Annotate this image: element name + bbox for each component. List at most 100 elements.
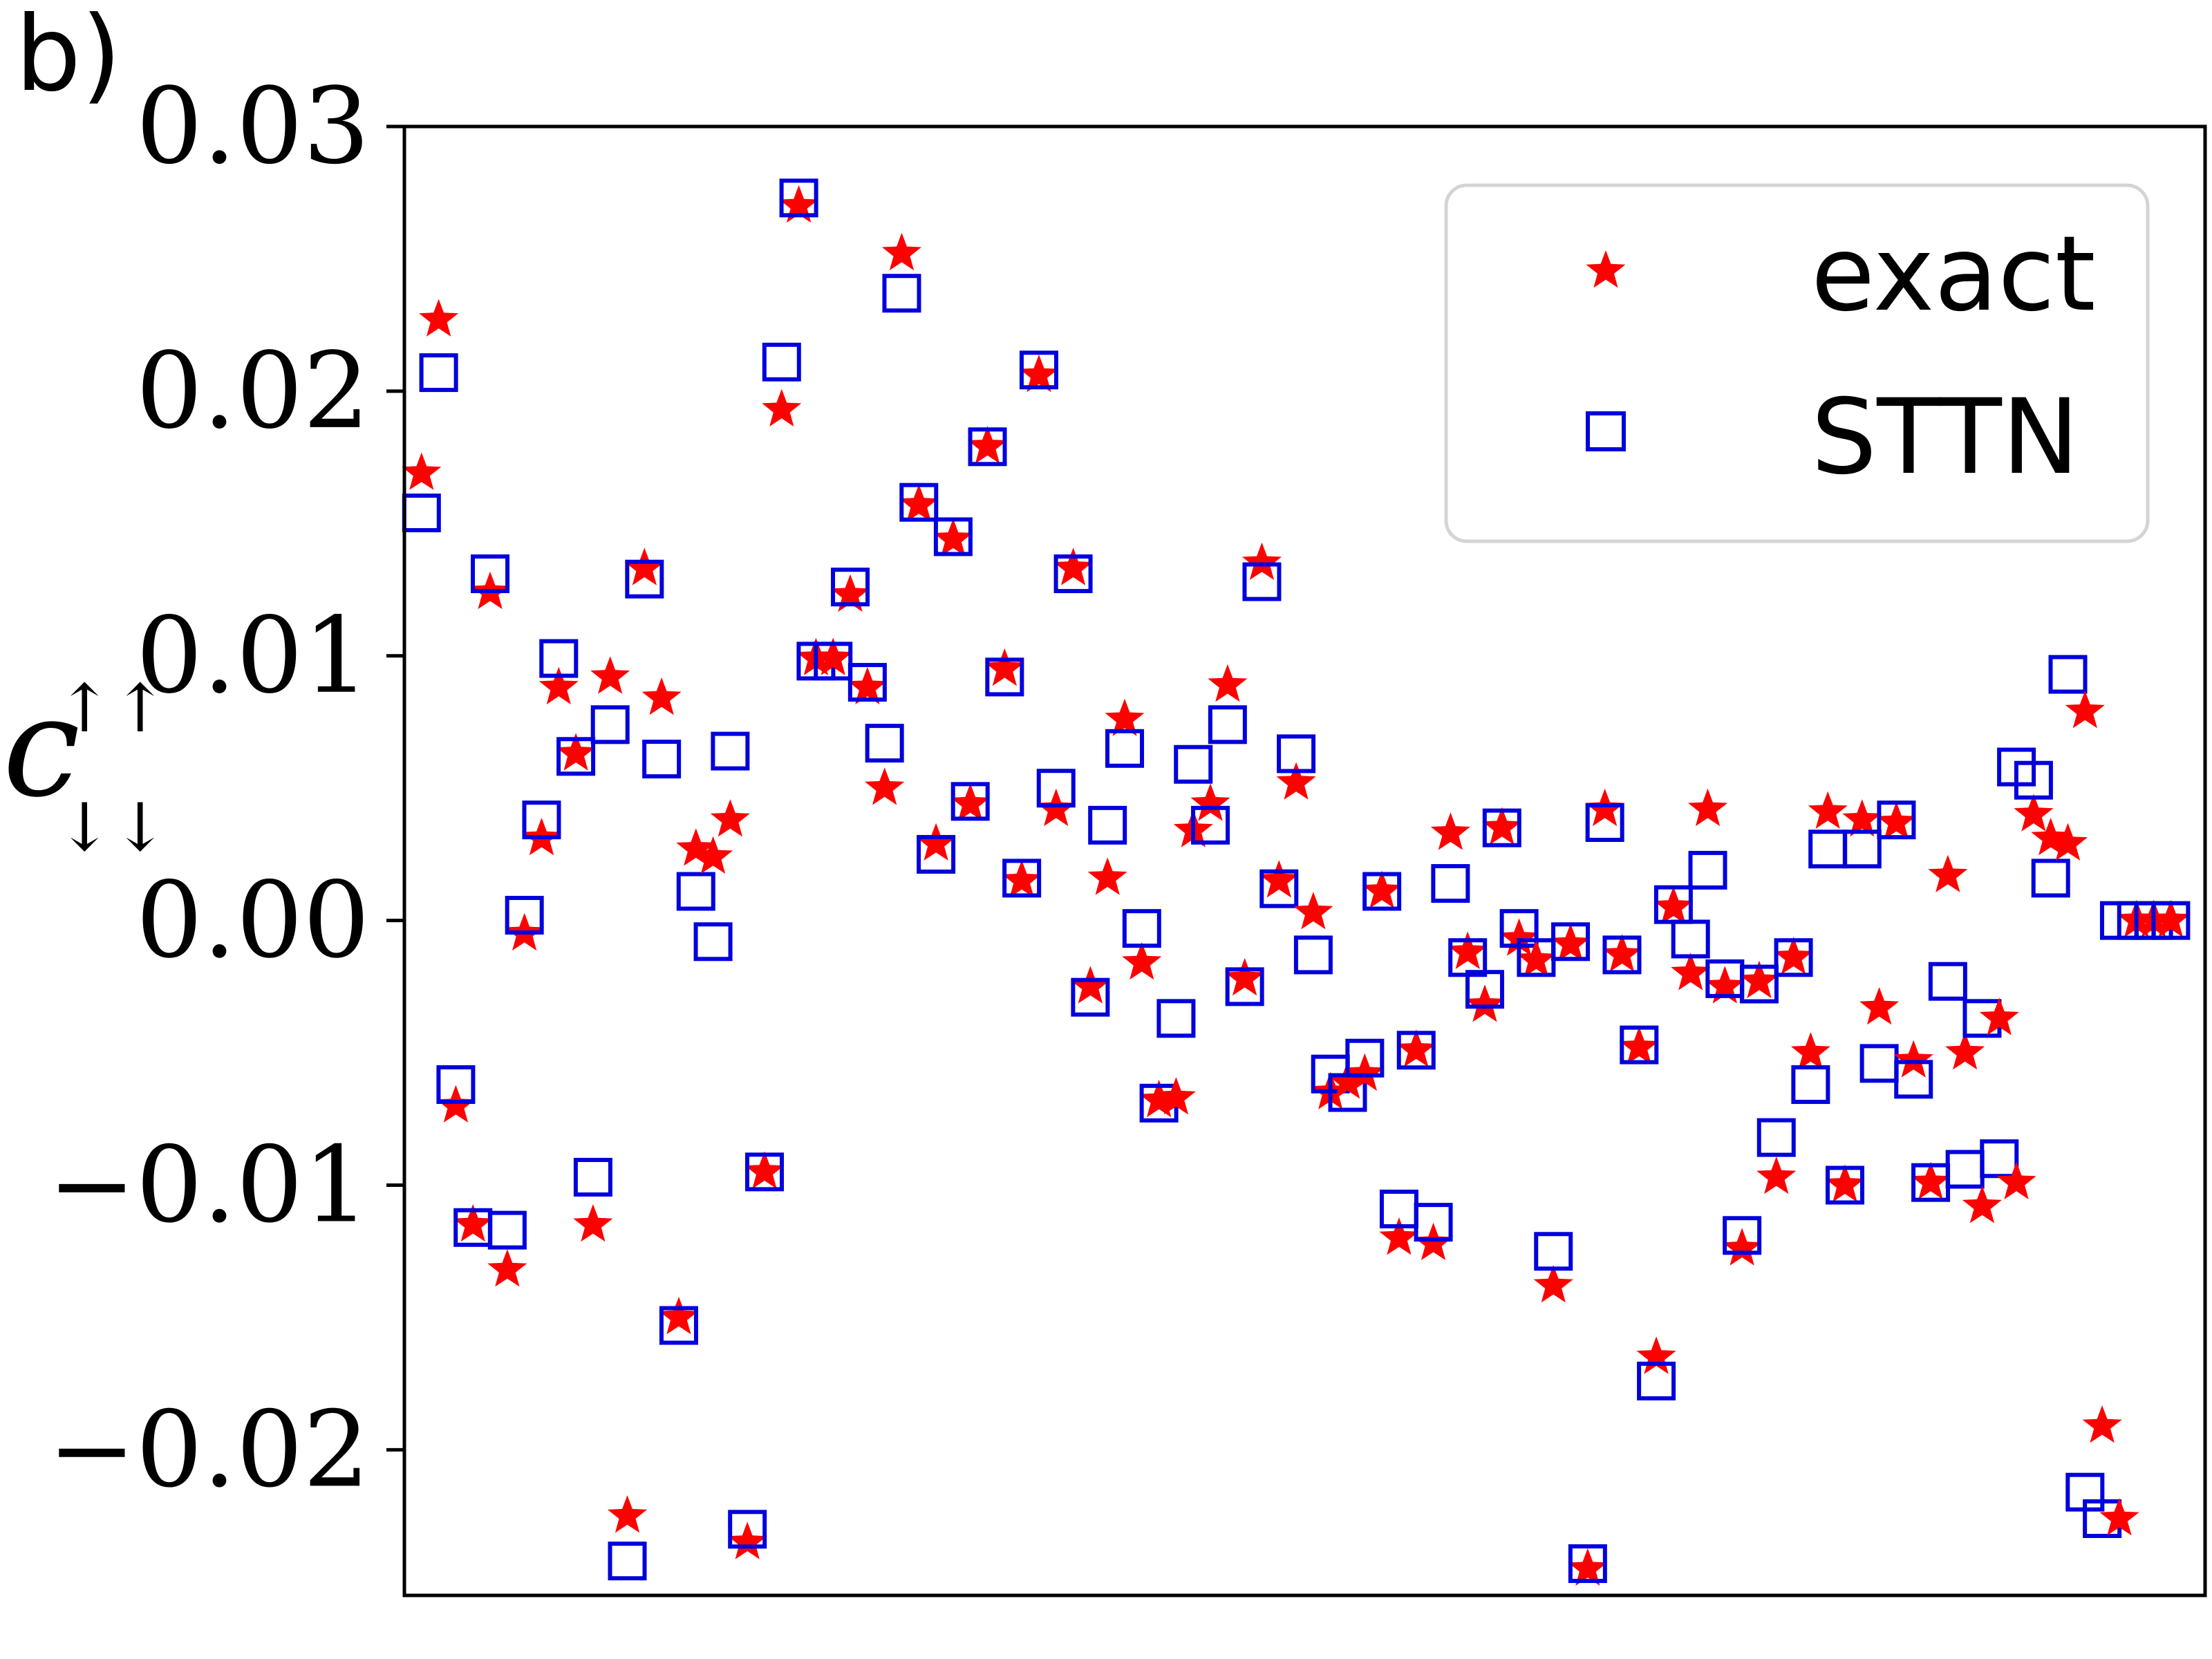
exact-star-point — [2014, 794, 2054, 832]
sttn-square-point — [1208, 705, 1247, 744]
exact-star-point — [984, 648, 1024, 686]
exact-star-point — [556, 733, 596, 771]
sttn-square-point — [1105, 729, 1144, 768]
exact-star-point — [1139, 1080, 1179, 1118]
sttn-square-point — [1259, 869, 1299, 908]
sttn-square-point — [831, 568, 870, 607]
exact-star-point — [1705, 966, 1745, 1004]
sttn-square-point — [2031, 859, 2070, 898]
exact-star-point — [1722, 1228, 1762, 1266]
sttn-square-point — [590, 705, 630, 744]
sttn-square-point — [1859, 1044, 1899, 1083]
sttn-square-point — [745, 1152, 784, 1192]
exact-star-point — [1928, 854, 1968, 892]
sttn-square-point — [505, 895, 544, 935]
sttn-square-point — [1362, 872, 1402, 911]
exact-star-point — [933, 518, 973, 556]
exact-star-point — [1070, 966, 1110, 1004]
sttn-square-point — [950, 782, 990, 821]
y-axis-label-subscript: ↓↓ — [57, 789, 168, 866]
exact-star-point — [968, 426, 1008, 464]
exact-star-point — [1344, 1053, 1385, 1091]
sttn-square-point — [539, 639, 579, 678]
exact-star-point — [1362, 870, 1402, 908]
sttn-square-point — [1894, 1060, 1933, 1099]
sttn-square-point — [625, 559, 664, 599]
sttn-square-point — [1019, 350, 1058, 390]
sttn-square-point — [556, 737, 596, 776]
sttn-square-point — [573, 1158, 612, 1197]
sttn-square-point — [899, 482, 939, 522]
sttn-square-point — [882, 274, 921, 313]
exact-star-point — [641, 677, 682, 715]
exact-star-point — [1190, 783, 1230, 821]
exact-star-point — [727, 1521, 767, 1559]
sttn-square-point — [642, 740, 682, 779]
exact-star-point — [710, 799, 750, 837]
sttn-square-point — [1482, 808, 1521, 847]
exact-star-point — [1447, 931, 1488, 969]
exact-star-point — [1756, 1156, 1797, 1194]
exact-star-point — [950, 783, 991, 821]
sttn-square-point — [1002, 859, 1042, 898]
panel-label: b) — [15, 0, 122, 115]
sttn-square-point — [1688, 850, 1727, 890]
exact-star-point — [1876, 802, 1916, 840]
exact-star-point — [1465, 984, 1505, 1022]
exact-star-point — [1979, 997, 2019, 1035]
exact-star-point — [1225, 957, 1265, 996]
exact-star-point — [2099, 1498, 2139, 1536]
sttn-square-point — [779, 178, 818, 218]
sttn-square-point — [968, 427, 1007, 467]
exact-star-point — [693, 836, 733, 874]
y-tick-label: −0.01 — [48, 1124, 370, 1246]
exact-star-point — [1276, 762, 1316, 800]
sttn-square-point — [1053, 554, 1093, 594]
sttn-square-point — [1980, 1139, 2019, 1179]
sttn-square-point — [1431, 864, 1470, 903]
exact-star-point — [1688, 788, 1728, 827]
exact-star-point — [813, 637, 853, 675]
sttn-square-point — [1620, 1025, 1659, 1065]
exact-star-point — [1602, 934, 1642, 972]
exact-star-point — [1568, 1548, 1608, 1586]
sttn-square-point — [1174, 744, 1213, 784]
sttn-square-point — [1945, 1150, 1985, 1189]
y-axis-label: c ↑↑ ↓↓ — [3, 667, 168, 866]
sttn-square-point — [1671, 919, 1710, 959]
exact-star-point — [1482, 807, 1522, 845]
exact-star-point — [538, 666, 579, 704]
sttn-square-point — [1396, 1031, 1436, 1070]
exact-star-point — [1087, 857, 1127, 895]
sttn-square-point — [1842, 830, 1882, 869]
exact-star-point — [1774, 937, 1814, 975]
exact-star-point — [1396, 1029, 1436, 1067]
sttn-square-point — [487, 1210, 527, 1250]
exact-star-point — [1893, 1040, 1933, 1078]
sttn-square-point — [1191, 805, 1230, 845]
exact-star-point — [1499, 918, 1539, 956]
y-axis-ticks: 0.03 0.02 0.01 0.00 −0.01 −0.02 — [48, 65, 404, 1510]
y-tick-label: 0.00 — [136, 859, 370, 982]
sttn-square-point — [471, 554, 510, 594]
exact-star-point — [2150, 899, 2191, 937]
exact-star-point — [847, 666, 888, 704]
exact-star-point — [1859, 987, 1900, 1025]
sttn-square-point — [1345, 1038, 1385, 1078]
sttn-square-point — [1723, 1216, 1762, 1255]
sttn-square-point — [1928, 962, 1967, 1001]
sttn-square-point — [1071, 977, 1110, 1017]
exact-star-point — [1842, 799, 1882, 837]
exact-star-point — [1208, 664, 1248, 702]
sttn-square-point — [1122, 909, 1161, 948]
exact-star-point — [881, 232, 921, 271]
sttn-square-point — [2048, 655, 2088, 694]
sttn-square-point — [1774, 938, 1813, 977]
sttn-square-point — [1088, 805, 1127, 845]
sttn-square-point — [1568, 1544, 1607, 1584]
exact-star-point — [402, 452, 442, 490]
data-marks — [402, 178, 2191, 1586]
sttn-square-point — [436, 1065, 476, 1105]
exact-star-point — [1653, 886, 1694, 924]
